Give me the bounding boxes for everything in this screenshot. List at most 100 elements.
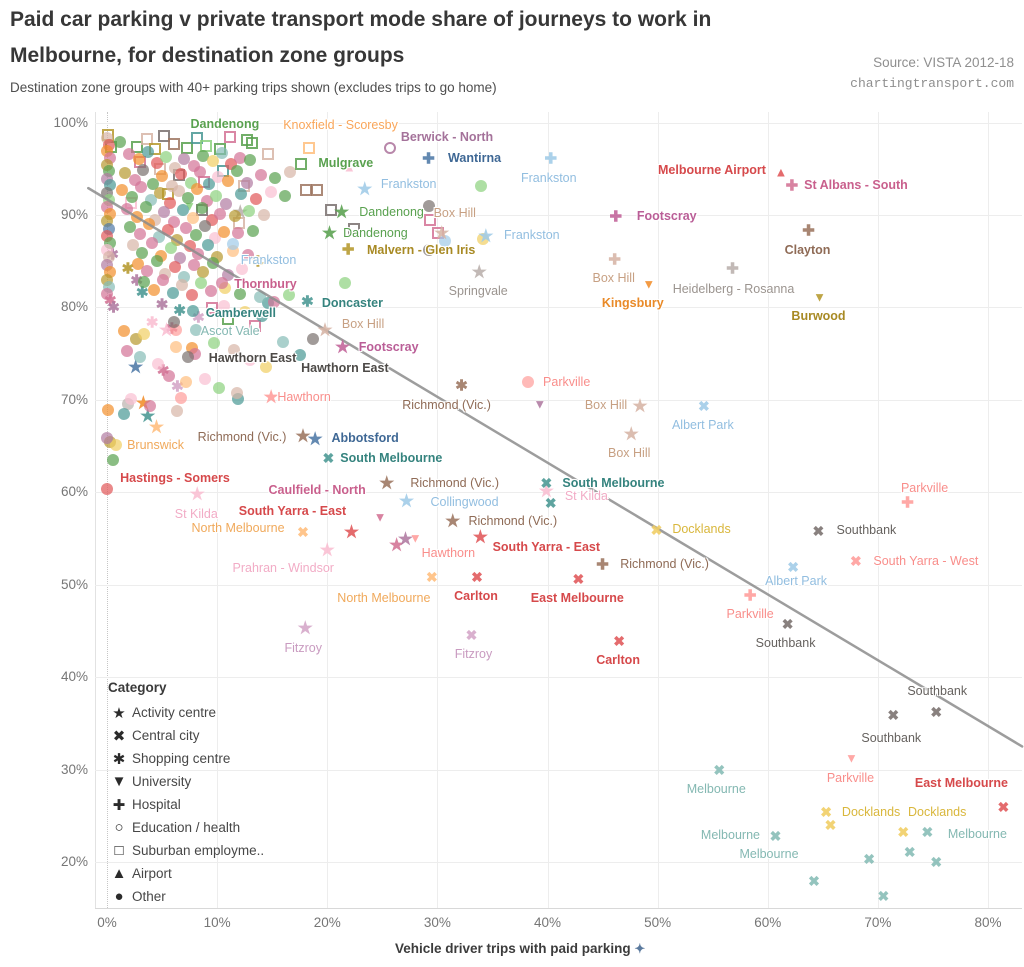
data-point-marker[interactable]: ✖ xyxy=(903,843,916,860)
data-point-marker[interactable] xyxy=(125,392,138,405)
data-point-marker[interactable]: ★ xyxy=(317,320,333,340)
data-point-marker[interactable]: ✖ xyxy=(698,398,710,415)
data-point-marker[interactable] xyxy=(174,391,187,404)
data-point-marker[interactable]: ✖ xyxy=(787,559,799,576)
data-point-marker[interactable] xyxy=(247,224,260,237)
data-point-marker[interactable] xyxy=(143,400,156,413)
data-point-marker[interactable] xyxy=(240,176,253,189)
data-point-marker[interactable] xyxy=(226,237,239,250)
data-point-marker[interactable]: ▼ xyxy=(408,530,422,546)
data-point-marker[interactable] xyxy=(199,372,211,385)
data-point-marker[interactable]: ★ xyxy=(319,540,335,560)
data-point-marker[interactable]: ✖ xyxy=(781,616,794,633)
data-point-marker[interactable] xyxy=(171,404,184,417)
data-point-marker[interactable]: ✚ xyxy=(785,177,799,195)
data-point-marker[interactable]: ✖ xyxy=(471,569,483,586)
data-point-marker[interactable] xyxy=(123,147,136,160)
data-point-marker[interactable] xyxy=(146,236,159,249)
data-point-marker[interactable]: ★ xyxy=(307,429,323,449)
data-point-marker[interactable]: ▼ xyxy=(533,396,547,411)
data-point-marker[interactable]: ★ xyxy=(445,511,461,531)
legend-item-university[interactable]: ▼ University xyxy=(108,770,264,793)
data-point-marker[interactable] xyxy=(147,177,160,190)
data-point-marker[interactable] xyxy=(338,277,351,290)
data-point-marker[interactable] xyxy=(150,255,163,268)
data-point-marker[interactable] xyxy=(277,335,290,348)
data-point-marker[interactable]: ★ xyxy=(357,179,373,199)
data-point-marker[interactable]: ✖ xyxy=(613,633,625,650)
data-point-marker[interactable] xyxy=(193,166,206,179)
data-point-marker[interactable]: ✖ xyxy=(849,552,862,569)
data-point-marker[interactable] xyxy=(230,164,243,177)
data-point-marker[interactable] xyxy=(195,202,208,215)
data-point-marker[interactable]: ✚ xyxy=(743,587,757,605)
data-point-marker[interactable]: ✖ xyxy=(465,626,478,643)
data-point-marker[interactable] xyxy=(521,376,534,389)
data-point-marker[interactable]: ✖ xyxy=(824,817,837,834)
data-point-marker[interactable] xyxy=(153,186,166,199)
data-point-marker[interactable] xyxy=(190,229,203,242)
data-point-marker[interactable]: ★ xyxy=(379,473,395,493)
data-point-marker[interactable] xyxy=(207,337,220,350)
data-point-marker[interactable] xyxy=(206,155,219,168)
data-point-marker[interactable]: ✖ xyxy=(713,762,726,779)
data-point-marker[interactable] xyxy=(130,140,143,153)
data-point-marker[interactable] xyxy=(178,152,191,165)
data-point-marker[interactable]: ✖ xyxy=(322,450,335,467)
data-point-marker[interactable] xyxy=(140,133,153,146)
data-point-marker[interactable] xyxy=(148,283,161,296)
data-point-marker[interactable]: ✖ xyxy=(930,704,943,721)
data-point-marker[interactable] xyxy=(215,277,228,290)
data-point-marker[interactable] xyxy=(118,167,131,180)
data-point-marker[interactable] xyxy=(212,171,225,184)
data-point-marker[interactable] xyxy=(168,137,181,150)
data-point-marker[interactable] xyxy=(384,142,397,155)
data-point-marker[interactable]: ✖ xyxy=(769,828,782,845)
data-point-marker[interactable]: ★ xyxy=(623,424,639,444)
data-point-marker[interactable]: ✖ xyxy=(650,522,663,539)
data-point-marker[interactable]: ✖ xyxy=(820,804,832,821)
data-point-marker[interactable] xyxy=(175,279,188,292)
data-point-marker[interactable]: ✖ xyxy=(572,571,585,588)
data-point-marker[interactable] xyxy=(191,183,204,196)
data-point-marker[interactable] xyxy=(114,135,127,148)
data-point-marker[interactable]: ★ xyxy=(343,522,360,542)
data-point-marker[interactable] xyxy=(168,316,181,329)
data-point-marker[interactable]: ★ xyxy=(335,337,351,357)
data-point-marker[interactable] xyxy=(214,208,227,220)
data-point-marker[interactable] xyxy=(254,291,267,304)
data-point-marker[interactable]: ★ xyxy=(189,484,205,504)
data-point-marker[interactable] xyxy=(191,132,204,145)
data-point-marker[interactable] xyxy=(132,153,145,166)
data-point-marker[interactable]: ★ xyxy=(434,223,450,243)
data-point-marker[interactable]: ✚ xyxy=(609,208,623,226)
data-point-marker[interactable] xyxy=(134,228,147,241)
data-point-marker[interactable] xyxy=(283,166,296,179)
data-point-marker[interactable] xyxy=(137,163,150,176)
data-point-marker[interactable]: ✖ xyxy=(425,569,438,586)
data-point-marker[interactable]: ✖ xyxy=(887,707,900,724)
data-point-marker[interactable] xyxy=(311,183,324,196)
data-point-marker[interactable] xyxy=(224,131,237,144)
data-point-marker[interactable] xyxy=(215,147,228,159)
data-point-marker[interactable]: ✚ xyxy=(726,260,739,278)
data-point-marker[interactable] xyxy=(158,130,171,143)
data-point-marker[interactable]: ✖ xyxy=(930,854,943,870)
data-point-marker[interactable] xyxy=(475,180,488,193)
data-point-marker[interactable] xyxy=(101,483,113,496)
data-point-marker[interactable] xyxy=(234,151,247,164)
data-point-marker[interactable] xyxy=(235,187,248,200)
data-point-marker[interactable]: ✖ xyxy=(877,888,890,905)
data-point-marker[interactable] xyxy=(102,403,115,416)
data-point-marker[interactable] xyxy=(141,146,154,159)
data-point-marker[interactable] xyxy=(174,168,187,181)
data-point-marker[interactable]: ✱ xyxy=(107,299,120,317)
data-point-marker[interactable]: ✖ xyxy=(808,873,820,890)
data-point-marker[interactable] xyxy=(160,150,173,163)
data-point-marker[interactable]: ✖ xyxy=(863,851,875,868)
data-point-marker[interactable] xyxy=(294,158,307,171)
data-point-marker[interactable] xyxy=(240,134,253,147)
data-point-marker[interactable] xyxy=(186,305,199,318)
data-point-marker[interactable] xyxy=(170,341,183,354)
data-point-marker[interactable] xyxy=(150,157,163,170)
